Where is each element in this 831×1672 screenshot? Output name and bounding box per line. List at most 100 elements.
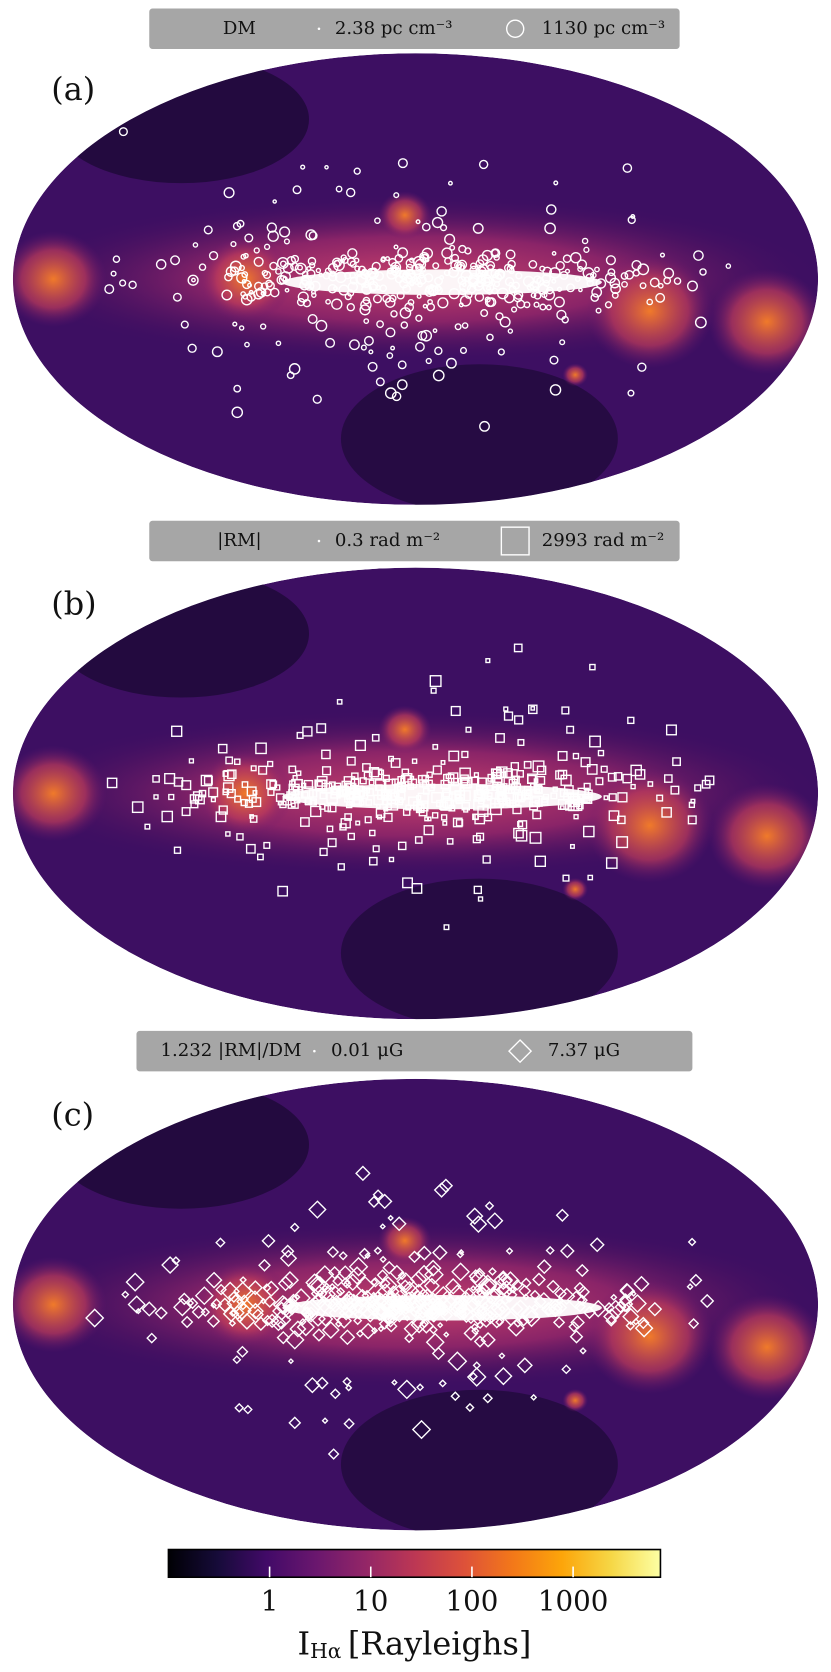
marker: [408, 1250, 421, 1264]
marker: [488, 1267, 497, 1276]
marker: [292, 785, 299, 792]
marker: [312, 394, 322, 404]
marker: [580, 757, 591, 768]
marker: [507, 328, 514, 334]
marker: [432, 1244, 448, 1261]
marker: [384, 387, 397, 399]
marker: [472, 1361, 481, 1370]
marker: [458, 1248, 465, 1256]
marker: [400, 787, 406, 794]
marker: [380, 1300, 396, 1316]
marker: [327, 1448, 340, 1460]
marker: [261, 1233, 276, 1248]
marker: [279, 226, 291, 238]
marker: [194, 1286, 214, 1306]
marker: [426, 771, 433, 778]
emission-region: [197, 750, 294, 837]
marker: [425, 285, 433, 294]
marker: [603, 1301, 615, 1314]
marker: [444, 257, 452, 265]
marker: [437, 1322, 444, 1329]
marker: [280, 1244, 295, 1259]
marker: [419, 1318, 430, 1329]
marker: [380, 1307, 397, 1324]
marker: [161, 1256, 180, 1274]
marker: [401, 272, 412, 284]
marker: [655, 292, 666, 303]
marker: [621, 280, 628, 288]
marker: [226, 789, 236, 799]
marker: [455, 1303, 472, 1320]
marker: [374, 779, 387, 791]
marker: [247, 1302, 264, 1320]
marker: [444, 233, 456, 245]
marker: [569, 843, 575, 849]
marker: [319, 1286, 337, 1303]
marker: [362, 296, 371, 305]
marker: [233, 758, 241, 766]
marker: [198, 789, 207, 798]
marker: [466, 283, 477, 294]
marker: [495, 733, 505, 743]
marker: [249, 814, 254, 819]
marker: [340, 818, 351, 829]
marker: [526, 283, 534, 291]
marker: [119, 279, 127, 287]
marker: [180, 320, 189, 329]
marker: [475, 1320, 485, 1330]
marker: [426, 302, 436, 312]
marker: [416, 1245, 432, 1261]
marker: [345, 187, 356, 198]
marker: [544, 1306, 554, 1316]
marker: [424, 1264, 444, 1285]
marker: [321, 1417, 329, 1425]
marker: [366, 1303, 381, 1317]
marker: [211, 346, 223, 358]
marker: [402, 773, 413, 783]
marker: [344, 782, 356, 794]
marker: [552, 786, 558, 792]
marker: [438, 1178, 454, 1193]
legend-box: [149, 520, 680, 562]
emission-region: [378, 191, 432, 240]
marker: [493, 281, 500, 288]
marker: [261, 269, 269, 277]
legend-max: 7.37 μG: [548, 1040, 620, 1061]
marker: [566, 283, 576, 293]
marker: [269, 287, 280, 298]
marker: [258, 1258, 271, 1272]
marker: [221, 289, 233, 301]
marker: [449, 244, 456, 251]
marker: [321, 766, 332, 776]
marker: [304, 1309, 315, 1320]
marker: [400, 321, 409, 329]
legend-box: [149, 8, 680, 49]
marker: [393, 192, 400, 199]
marker: [411, 883, 423, 894]
marker: [613, 772, 623, 781]
legend-small-marker: [317, 539, 321, 543]
marker: [657, 282, 664, 289]
marker: [416, 1383, 425, 1392]
marker: [112, 255, 121, 263]
marker: [505, 249, 516, 260]
marker: [432, 765, 442, 775]
marker: [353, 789, 364, 801]
marker: [461, 802, 471, 811]
marker: [474, 292, 485, 302]
marker: [170, 255, 181, 266]
marker: [486, 288, 493, 295]
marker: [461, 750, 469, 759]
marker: [269, 780, 278, 789]
marker: [546, 1279, 560, 1294]
marker: [664, 774, 673, 783]
marker: [232, 1355, 242, 1365]
marker: [328, 1266, 342, 1280]
marker: [530, 1393, 538, 1401]
marker: [545, 286, 554, 295]
marker: [360, 299, 372, 311]
marker: [594, 266, 600, 273]
marker: [694, 784, 702, 792]
marker: [533, 275, 542, 284]
marker: [308, 1200, 327, 1219]
